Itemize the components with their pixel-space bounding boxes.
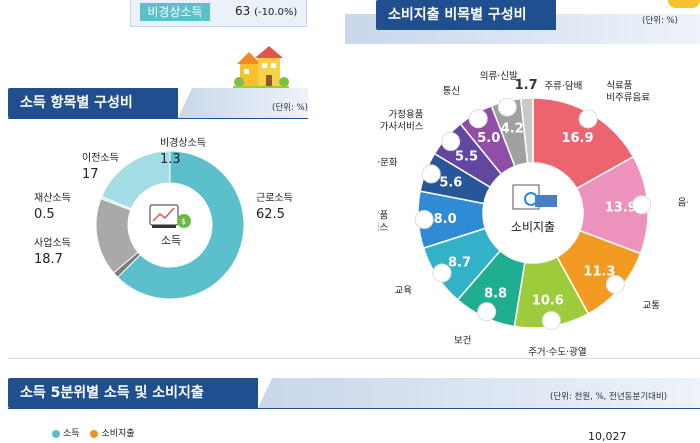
spend-label-11: 주류·담배 [544,80,582,92]
quintile-banner-tail [258,378,700,408]
spend-category-icon-0 [578,109,598,129]
house-icon [233,46,289,89]
spend-value-4: 8.8 [484,287,507,302]
legend-spending-label: 소비지출 [101,429,135,439]
spend-value-7: 5.6 [439,175,462,190]
nonrecurring-income-change: (-10.0%) [254,7,298,18]
nonrecurring-income-value: 63 (-10.0%) [235,4,297,18]
spend-label-9: 통신 [443,86,460,97]
legend-spending-dot [90,429,99,438]
nonrecurring-income-label: 비경상소득 [140,3,210,21]
label-nonrecurring: 비경상소득 [160,138,206,149]
value-nonrecurring: 1.3 [160,152,181,167]
legend: 소득 소비지출 [52,426,135,439]
spend-category-icon-10 [497,97,517,117]
label-property: 재산소득 [34,193,71,204]
spend-value-6: 8.0 [434,212,457,227]
income-slice-4 [101,150,171,210]
spend-label-4: 보건 [454,336,471,347]
spend-category-icon-7 [421,164,441,184]
spend-label-0: 비주류음료 [606,92,650,103]
spend-label-1: 음식·숙박 [678,197,688,208]
value-business: 18.7 [34,252,63,267]
income-center-label: 소득 [160,234,182,247]
quintile-section-title: 소득 5분위별 소득 및 소비지출 [8,378,258,408]
legend-income-label: 소득 [63,429,80,439]
income-section-title: 소득 항목별 구성비 [8,88,178,118]
spend-value-2: 11.3 [583,265,615,280]
quintile-unit: (단위: 천원, %, 전년동분기대비) [550,392,668,402]
section-divider [8,358,700,359]
spend-label-5: 교육 [394,286,412,297]
income-banner-underline [8,118,308,119]
legend-income-dot [52,429,60,438]
nonrecurring-income-amount: 63 [235,4,251,18]
label-transfer: 이전소득 [82,153,119,164]
spend-slice-11 [519,97,534,165]
partial-value: 10,027 [588,430,627,443]
income-unit: (단위: %) [272,103,308,113]
spend-label-7: 오락·문화 [378,156,398,168]
spend-label-0: 식료품 [606,80,632,91]
spend-category-icon-1 [632,195,652,215]
spend-category-icon-2 [605,274,625,294]
value-transfer: 17 [82,167,99,182]
spend-value-10: 4.2 [501,121,524,136]
spend-category-icon-3 [541,310,561,330]
spend-value-3: 10.6 [532,294,564,309]
label-business: 사업소득 [34,238,71,249]
income-donut-chart [95,150,245,300]
spend-center-label: 소비지출 [511,220,555,234]
spend-value-1: 13.9 [605,200,637,215]
spend-label-8: 가사서비스 [380,122,424,133]
income-banner-tail [178,88,308,118]
svg-text:$: $ [181,217,186,226]
value-property: 0.5 [34,207,55,222]
income-slice-0 [116,150,245,300]
spend-donut-hole [485,165,581,261]
spend-label-3: 주거·수도·광열 [528,346,586,358]
spend-category-icon-9 [468,109,488,129]
spend-slice-0 [532,97,635,190]
spending-section-title: 소비지출 비목별 구성비 [376,0,556,30]
spend-value-8: 5.5 [455,149,478,164]
spend-label-6: 서비스 [378,222,389,233]
spend-label-10: 의류·신발 [480,71,518,82]
spend-value-11: 1.7 [515,78,538,93]
spending-unit: (단위: %) [642,16,678,26]
spend-label-2: 교통 [643,300,661,311]
spend-category-icon-5 [432,263,452,283]
spend-value-9: 5.0 [477,131,500,146]
spend-value-0: 16.9 [561,131,593,146]
quintile-banner-underline [8,408,700,409]
spend-category-icon-6 [414,209,434,229]
spend-category-icon-8 [441,132,461,152]
spend-label-8: 가정용품 [389,110,424,121]
partial-icon [668,0,700,8]
spend-category-icon-4 [477,302,497,322]
receipt-icon [512,184,557,210]
label-earned: 근로소득 [256,193,293,204]
money-chart-icon: $ [149,204,191,228]
value-earned: 62.5 [256,207,285,222]
spend-label-6: 기타상품 [378,210,389,221]
spend-value-5: 8.7 [448,255,471,270]
